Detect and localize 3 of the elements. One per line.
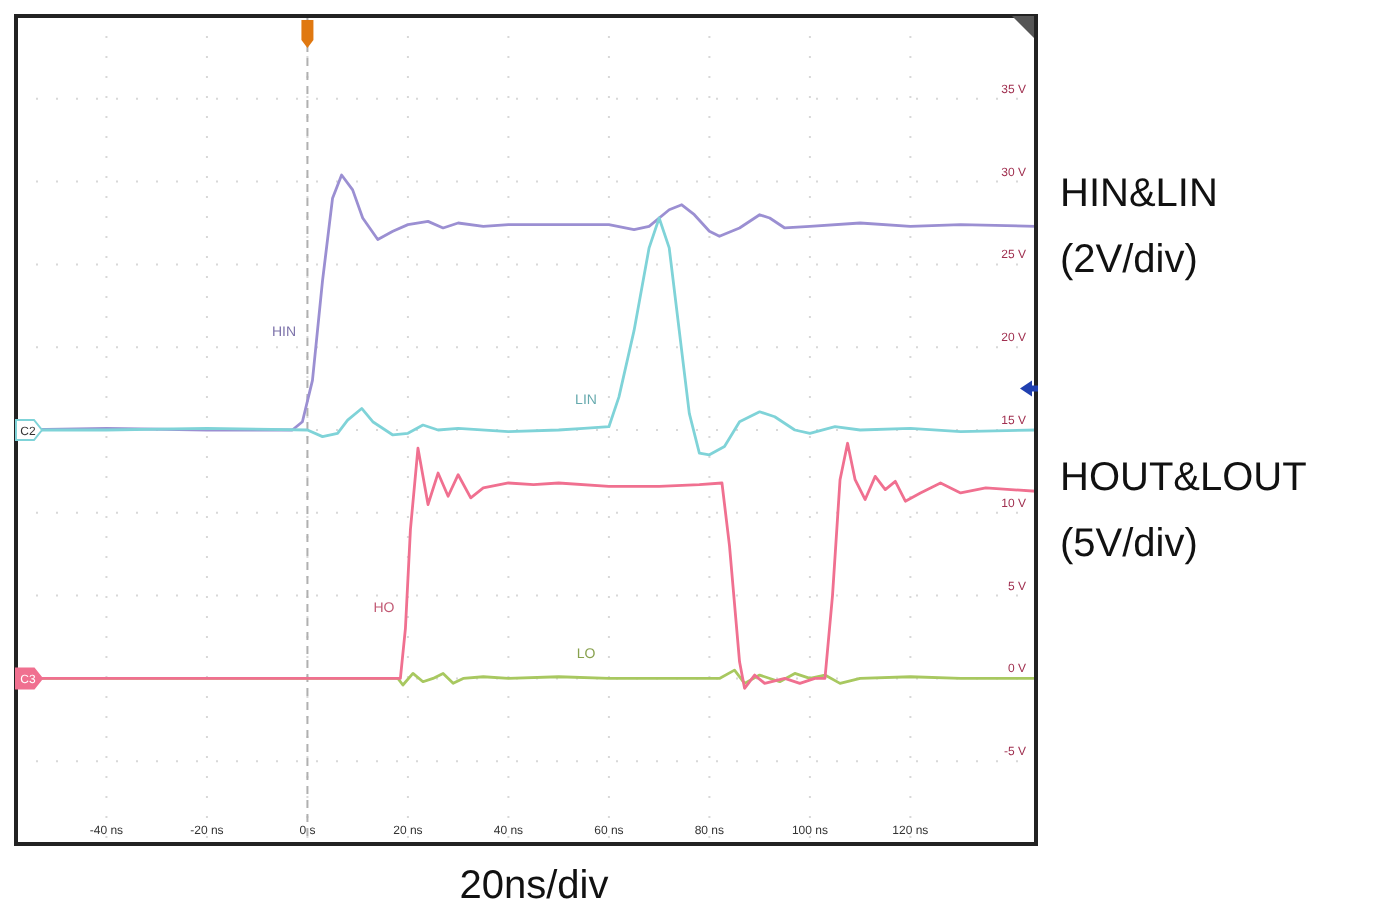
x-axis-title: 20ns/div	[459, 864, 609, 908]
text: HOUT&LOUT (5V/div)	[1060, 456, 1307, 566]
text: HIN&LIN (2V/div)	[1060, 172, 1218, 282]
